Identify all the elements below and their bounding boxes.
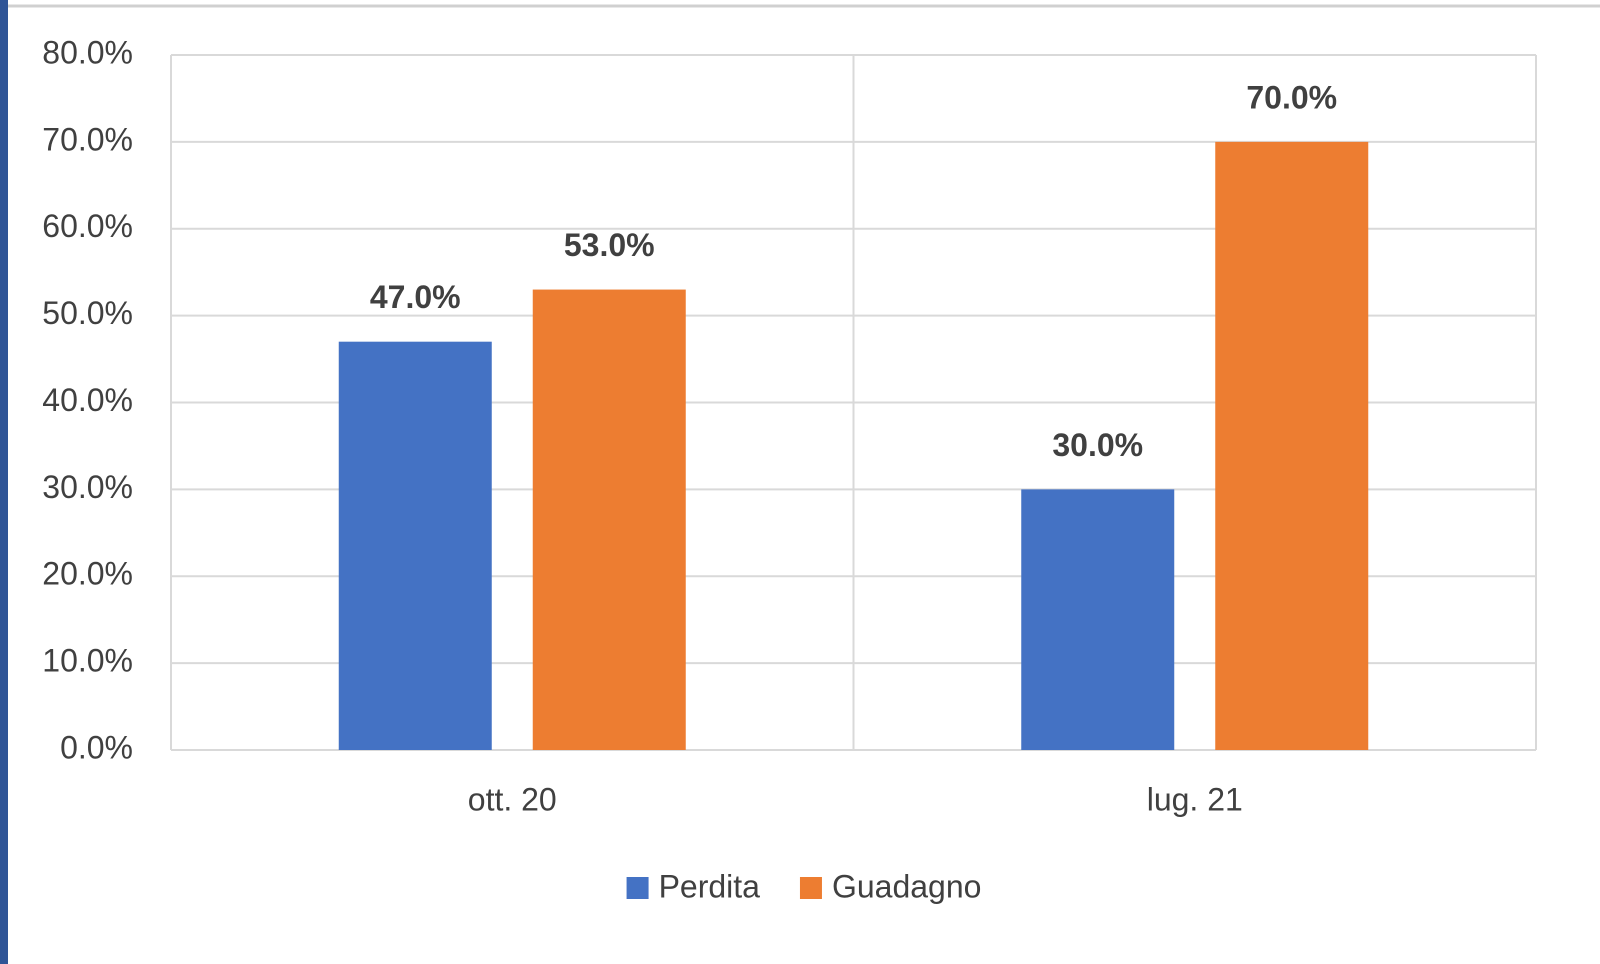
y-tick-label: 20.0% <box>42 556 133 592</box>
legend-label: Perdita <box>659 868 761 904</box>
y-tick-label: 80.0% <box>42 34 133 70</box>
y-tick-label: 70.0% <box>42 121 133 157</box>
y-tick-label: 40.0% <box>42 382 133 418</box>
x-tick-label: ott. 20 <box>468 781 557 817</box>
legend-swatch <box>799 877 822 899</box>
data-label: 70.0% <box>1246 79 1337 115</box>
bar <box>532 289 686 750</box>
window-edge <box>0 0 8 964</box>
bar <box>338 341 492 750</box>
legend-label: Guadagno <box>832 868 981 904</box>
y-tick-label: 10.0% <box>42 643 133 679</box>
x-tick-label: lug. 21 <box>1147 781 1243 817</box>
bar <box>1215 141 1369 750</box>
legend-swatch <box>626 877 649 899</box>
y-tick-label: 30.0% <box>42 469 133 505</box>
y-tick-label: 60.0% <box>42 208 133 244</box>
bar <box>1021 489 1175 750</box>
data-label: 53.0% <box>564 227 655 263</box>
y-tick-label: 0.0% <box>60 729 133 765</box>
data-label: 30.0% <box>1052 427 1143 463</box>
y-tick-label: 50.0% <box>42 295 133 331</box>
data-label: 47.0% <box>370 279 461 315</box>
